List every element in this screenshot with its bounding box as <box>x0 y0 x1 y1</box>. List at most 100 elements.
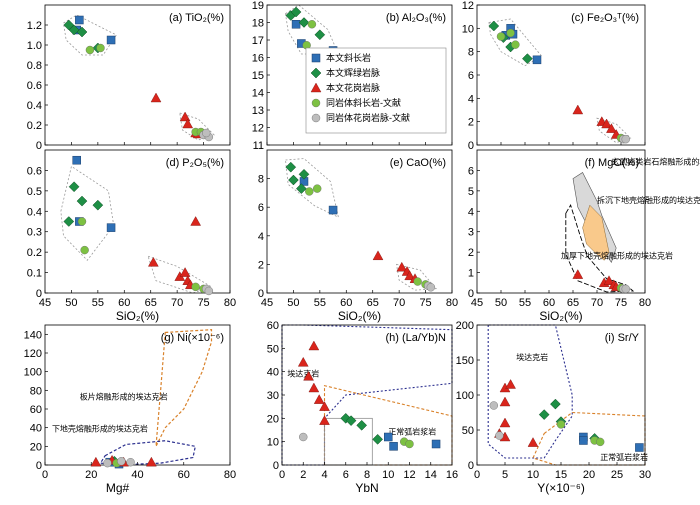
data-point-gray <box>621 134 630 144</box>
x-tick-label: 5 <box>502 469 508 481</box>
data-point-gabbro <box>290 6 302 18</box>
y-tick-label: 0.2 <box>27 120 42 132</box>
y-tick-label: 1 <box>468 268 474 280</box>
data-field-1 <box>179 112 215 141</box>
data-point-gray <box>621 284 630 294</box>
data-point-granite <box>572 269 584 279</box>
x-tick-label: 40 <box>131 469 143 481</box>
data-point-basalt <box>389 442 398 451</box>
x-tick-label: 70 <box>393 297 405 309</box>
data-point-gabbro <box>314 29 326 41</box>
y-tick-label: 2 <box>468 247 474 259</box>
x-tick-label: 60 <box>543 297 555 309</box>
x-tick-label: 50 <box>495 297 507 309</box>
data-point-basalt <box>579 436 588 445</box>
data-point-gneiss <box>413 277 422 286</box>
data-point-gray <box>117 457 126 466</box>
x-axis-label: YbN <box>355 481 378 495</box>
field-envelopes <box>281 324 453 466</box>
data-point-basalt <box>291 20 301 29</box>
y-tick-label: 6 <box>468 70 474 82</box>
data-point-granite <box>505 379 516 389</box>
y-tick-label: 0 <box>258 288 264 300</box>
legend-label: 本文辉绿岩脉 <box>326 67 380 78</box>
y-tick-label: 15 <box>252 70 264 82</box>
x-axis-label: Mg# <box>106 481 130 495</box>
field-envelopes <box>565 172 635 293</box>
y-tick-label: 120 <box>24 348 42 360</box>
y-tick-label: 8 <box>258 174 264 186</box>
y-tick-label: 4 <box>468 93 474 105</box>
panel-title: (c) Fe₂O₃ᵀ(%) <box>571 12 639 24</box>
data-point-granite <box>179 267 191 277</box>
data-point-gneiss <box>556 420 566 429</box>
plot-frame <box>281 324 453 466</box>
data-point-granite <box>148 256 159 267</box>
data-point-gabbro <box>68 181 80 193</box>
data-point-gneiss <box>511 40 520 49</box>
y-tick-label: 0 <box>36 140 42 152</box>
data-point-granite <box>527 437 539 447</box>
data-point-granite <box>319 401 330 411</box>
x-tick-label: 0 <box>474 469 480 481</box>
panel-title: (h) (La/Yb)N <box>385 332 446 344</box>
y-tick-label: 50 <box>267 343 279 355</box>
slab-melt-field <box>155 329 213 447</box>
data-points <box>572 269 630 294</box>
x-tick-label: 50 <box>287 297 299 309</box>
data-point-granite <box>313 394 325 404</box>
data-point-gabbro <box>285 161 297 173</box>
data-point-gray <box>299 432 308 442</box>
panel-i: 0 50 100 150 200 0 5 10 15 20 25 30 (i) Sr/Y Y(×10⁻⁶)… <box>456 320 651 495</box>
data-point-granite <box>297 356 309 367</box>
x-tick-label: 75 <box>197 297 209 309</box>
panel-g: 0 20 40 60 80 100 120 140 0 20 40 60 80 (g) Ni(×10⁻⁶)… <box>24 324 236 495</box>
y-tick-label: 6 <box>468 165 474 177</box>
plot-frame <box>476 149 646 294</box>
x-tick-label: 60 <box>118 297 130 309</box>
y-tick-label: 2 <box>258 259 264 271</box>
data-points <box>63 15 214 142</box>
x-tick-label: 45 <box>261 297 273 309</box>
y-tick-label: 0.4 <box>27 206 42 218</box>
panel-d: 0 0.1 0.2 0.3 0.4 0.5 0.6 45 50 55 60 65 70 75 80 (d) P… <box>27 149 236 323</box>
data-point-granite <box>182 118 194 129</box>
x-tick-label: 65 <box>567 297 579 309</box>
panel-title: (f) MgO(%) <box>585 157 639 169</box>
data-point-granite <box>372 250 384 261</box>
y-tick-label: 0.1 <box>27 268 42 280</box>
legend-label: 同岩体斜长岩-文献 <box>326 97 401 108</box>
y-tick-label: 30 <box>267 390 279 402</box>
field-envelopes <box>488 18 632 144</box>
annotation: 埃达克岩 <box>516 352 548 362</box>
annotation: 正常弧岩浆岩 <box>388 427 436 437</box>
data-point-gabbro <box>296 183 307 194</box>
y-tick-label: 0 <box>273 460 279 472</box>
data-point-gneiss <box>405 439 414 449</box>
data-point-gabbro <box>372 433 383 445</box>
y-tick-label: 20 <box>30 441 42 453</box>
data-point-gabbro <box>345 415 357 427</box>
data-point-gabbro <box>92 199 104 211</box>
data-point-gray <box>126 458 135 467</box>
x-tick-label: 80 <box>224 297 236 309</box>
data-point-gray <box>426 283 436 292</box>
annotation: 埃达克岩 <box>287 368 319 378</box>
data-point-basalt <box>532 55 542 65</box>
plot-frame <box>476 4 646 146</box>
x-tick-label: 30 <box>639 469 651 481</box>
panel-title: (b) Al₂O₃(%) <box>386 12 446 24</box>
x-axis-label: SiO₂(%) <box>338 309 381 323</box>
data-points <box>285 161 436 292</box>
y-tick-label: 17 <box>252 35 264 47</box>
data-point-gray <box>202 128 211 138</box>
x-tick-label: 60 <box>340 297 352 309</box>
y-tick-label: 19 <box>252 0 264 12</box>
x-axis-label: SiO₂(%) <box>539 309 582 323</box>
y-tick-label: 0 <box>36 460 42 472</box>
legend-marker <box>311 98 321 108</box>
y-tick-label: 16 <box>252 53 264 65</box>
legend-marker <box>311 113 321 123</box>
plot-frame <box>44 4 231 146</box>
y-tick-label: 0.4 <box>27 100 42 112</box>
